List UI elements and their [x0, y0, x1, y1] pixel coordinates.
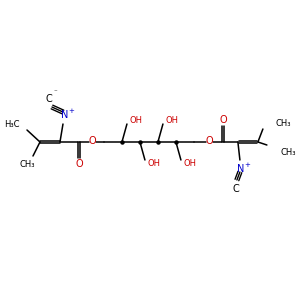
Text: N: N: [61, 110, 69, 120]
Text: C: C: [46, 94, 52, 104]
Text: CH₃: CH₃: [276, 118, 291, 127]
Text: +: +: [68, 108, 74, 114]
Text: OH: OH: [129, 116, 142, 124]
Text: O: O: [219, 115, 227, 125]
Text: O: O: [75, 159, 83, 169]
Text: C: C: [232, 184, 239, 194]
Text: H₃C: H₃C: [4, 119, 20, 128]
Text: OH: OH: [165, 116, 178, 124]
Text: OH: OH: [147, 160, 161, 169]
Text: CH₃: CH₃: [19, 160, 35, 169]
Text: ⁻: ⁻: [53, 89, 57, 95]
Text: OH: OH: [183, 160, 196, 169]
Text: CH₃: CH₃: [281, 148, 296, 158]
Text: O: O: [205, 136, 213, 146]
Text: O: O: [88, 136, 96, 146]
Text: +: +: [244, 162, 250, 168]
Text: N: N: [237, 164, 244, 174]
